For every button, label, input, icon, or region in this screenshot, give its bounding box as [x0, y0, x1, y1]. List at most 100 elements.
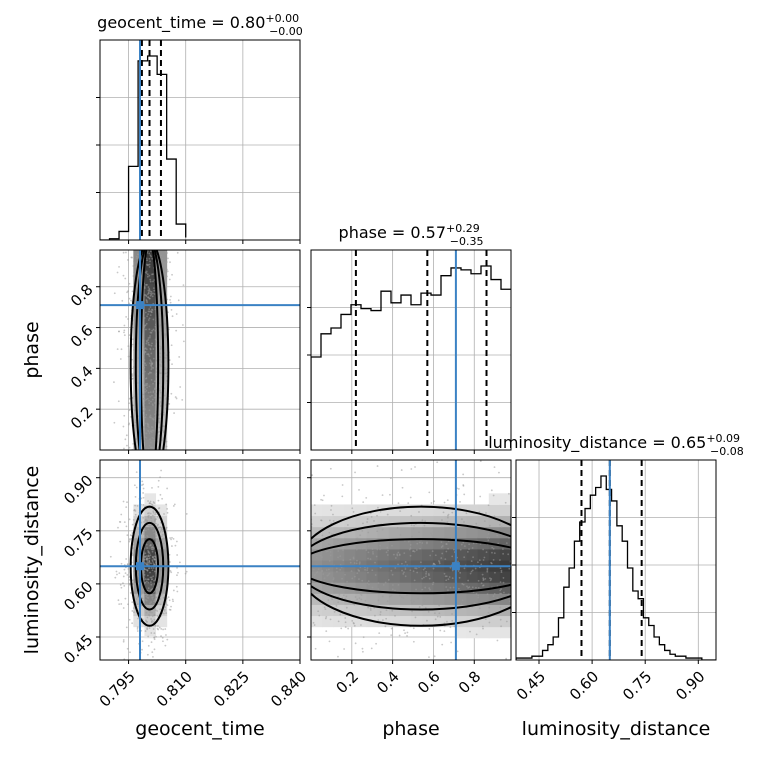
sample-point	[151, 403, 154, 406]
sample-point	[157, 625, 159, 627]
sample-point	[152, 603, 155, 605]
sample-point	[142, 330, 145, 333]
sample-point	[144, 432, 146, 435]
sample-point	[402, 572, 405, 575]
sample-point	[154, 325, 157, 328]
density-cell	[433, 604, 445, 617]
sample-point	[457, 587, 460, 590]
sample-point	[314, 512, 317, 515]
density-cell	[444, 615, 456, 628]
sample-point	[127, 318, 129, 320]
sample-point	[159, 312, 162, 315]
sample-point	[141, 648, 143, 651]
sample-point	[124, 597, 127, 600]
sample-point	[353, 575, 356, 578]
sample-point	[403, 552, 406, 555]
density-cell	[377, 571, 390, 583]
density-cell	[477, 526, 490, 539]
sample-point	[150, 368, 153, 371]
sample-point	[144, 578, 147, 581]
sample-point	[413, 524, 415, 527]
sample-point	[158, 402, 161, 405]
sample-point	[134, 421, 137, 424]
sample-point	[120, 603, 123, 605]
sample-point	[412, 570, 415, 573]
sample-point	[137, 617, 139, 620]
sample-point	[154, 511, 157, 514]
sample-point	[457, 560, 459, 563]
title-text: phase = 0.57	[339, 223, 446, 242]
sample-point	[165, 354, 168, 357]
density-cell	[488, 604, 501, 617]
sample-point	[145, 595, 148, 598]
sample-point	[133, 611, 135, 614]
sample-point	[146, 273, 149, 276]
sample-point	[366, 518, 369, 520]
sample-point	[171, 598, 174, 601]
title-sub: −0.35	[450, 235, 484, 248]
sample-point	[367, 557, 369, 560]
density-cell	[155, 338, 168, 351]
sample-point	[154, 513, 157, 516]
sample-point	[409, 554, 412, 557]
sample-point	[143, 581, 146, 584]
density-cell	[433, 504, 445, 517]
sample-point	[172, 589, 175, 592]
sample-point	[148, 614, 151, 617]
sample-point	[154, 308, 157, 311]
sample-point	[113, 421, 116, 424]
sample-point	[465, 512, 468, 515]
density-cell	[377, 593, 390, 605]
sample-point	[386, 600, 389, 603]
sample-point	[159, 550, 161, 552]
sample-point	[146, 275, 149, 278]
sample-point	[150, 255, 153, 258]
sample-point	[144, 529, 147, 532]
sample-point	[376, 465, 379, 467]
sample-point	[404, 632, 407, 635]
sample-point	[159, 307, 162, 310]
sample-point	[499, 606, 502, 609]
sample-point	[150, 517, 153, 520]
sample-point	[145, 555, 148, 558]
sample-point	[161, 439, 163, 441]
histogram-geocent_time	[100, 55, 187, 240]
sample-point	[154, 338, 157, 341]
sample-point	[122, 582, 124, 585]
sample-point	[158, 572, 161, 574]
density-cell	[388, 604, 401, 617]
density-cell	[422, 593, 434, 605]
density-cell	[366, 537, 379, 550]
sample-point	[475, 586, 477, 589]
sample-point	[410, 602, 413, 604]
sample-point	[145, 603, 148, 606]
sample-point	[438, 612, 441, 615]
sample-point	[325, 630, 328, 633]
sample-point	[143, 570, 145, 573]
sample-point	[500, 588, 503, 590]
sample-point	[505, 620, 508, 623]
sample-point	[342, 559, 345, 562]
sample-point	[398, 634, 401, 637]
x-tick-label: 0.6	[414, 668, 444, 698]
title-sub: −0.08	[710, 445, 744, 458]
sample-point	[486, 536, 489, 539]
sample-point	[152, 562, 155, 564]
sample-point	[482, 559, 485, 561]
sample-point	[161, 259, 164, 262]
sample-point	[478, 607, 481, 610]
sample-point	[147, 528, 150, 531]
sample-point	[344, 573, 346, 576]
sample-point	[147, 289, 150, 292]
sample-point	[411, 610, 413, 613]
density-cell	[366, 548, 379, 561]
sample-point	[355, 537, 358, 540]
sample-point	[144, 383, 147, 385]
sample-point	[152, 447, 155, 450]
sample-point	[356, 559, 358, 562]
title-sub: −0.00	[269, 25, 303, 38]
density-cell	[411, 593, 423, 605]
sample-point	[151, 550, 154, 553]
sample-point	[171, 536, 173, 539]
sample-point	[486, 526, 489, 529]
